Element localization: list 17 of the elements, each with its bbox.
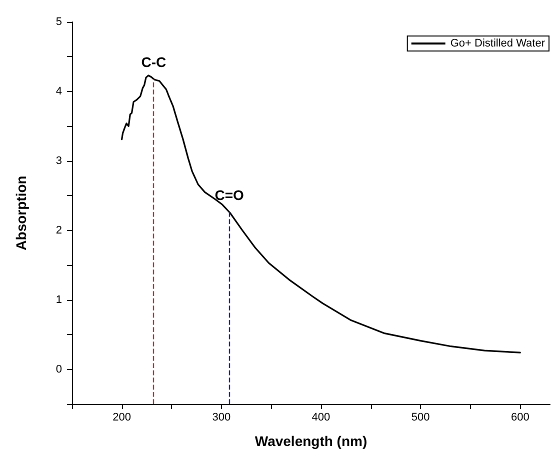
x-tick-label: 300 <box>212 412 231 424</box>
y-tick-label: 2 <box>56 224 62 236</box>
x-tick-label: 400 <box>312 412 330 424</box>
line-series <box>120 74 521 354</box>
y-tick-label: 3 <box>56 154 62 167</box>
x-axis-title: Wavelength (nm) <box>254 433 368 449</box>
x-tick-label: 500 <box>411 412 430 424</box>
y-tick-label: 1 <box>56 294 62 306</box>
x-tick-label: 600 <box>510 412 530 424</box>
y-axis-title: Absorption <box>13 176 29 250</box>
y-tick-label: 5 <box>56 16 62 28</box>
ref-line-label: C-C <box>141 54 166 70</box>
x-tick-label: 200 <box>112 412 131 424</box>
legend-label: Go+ Distilled Water <box>450 38 546 50</box>
y-tick-label: 0 <box>56 363 62 376</box>
y-tick-label: 4 <box>56 85 62 98</box>
ref-line-label: C=O <box>214 187 244 204</box>
